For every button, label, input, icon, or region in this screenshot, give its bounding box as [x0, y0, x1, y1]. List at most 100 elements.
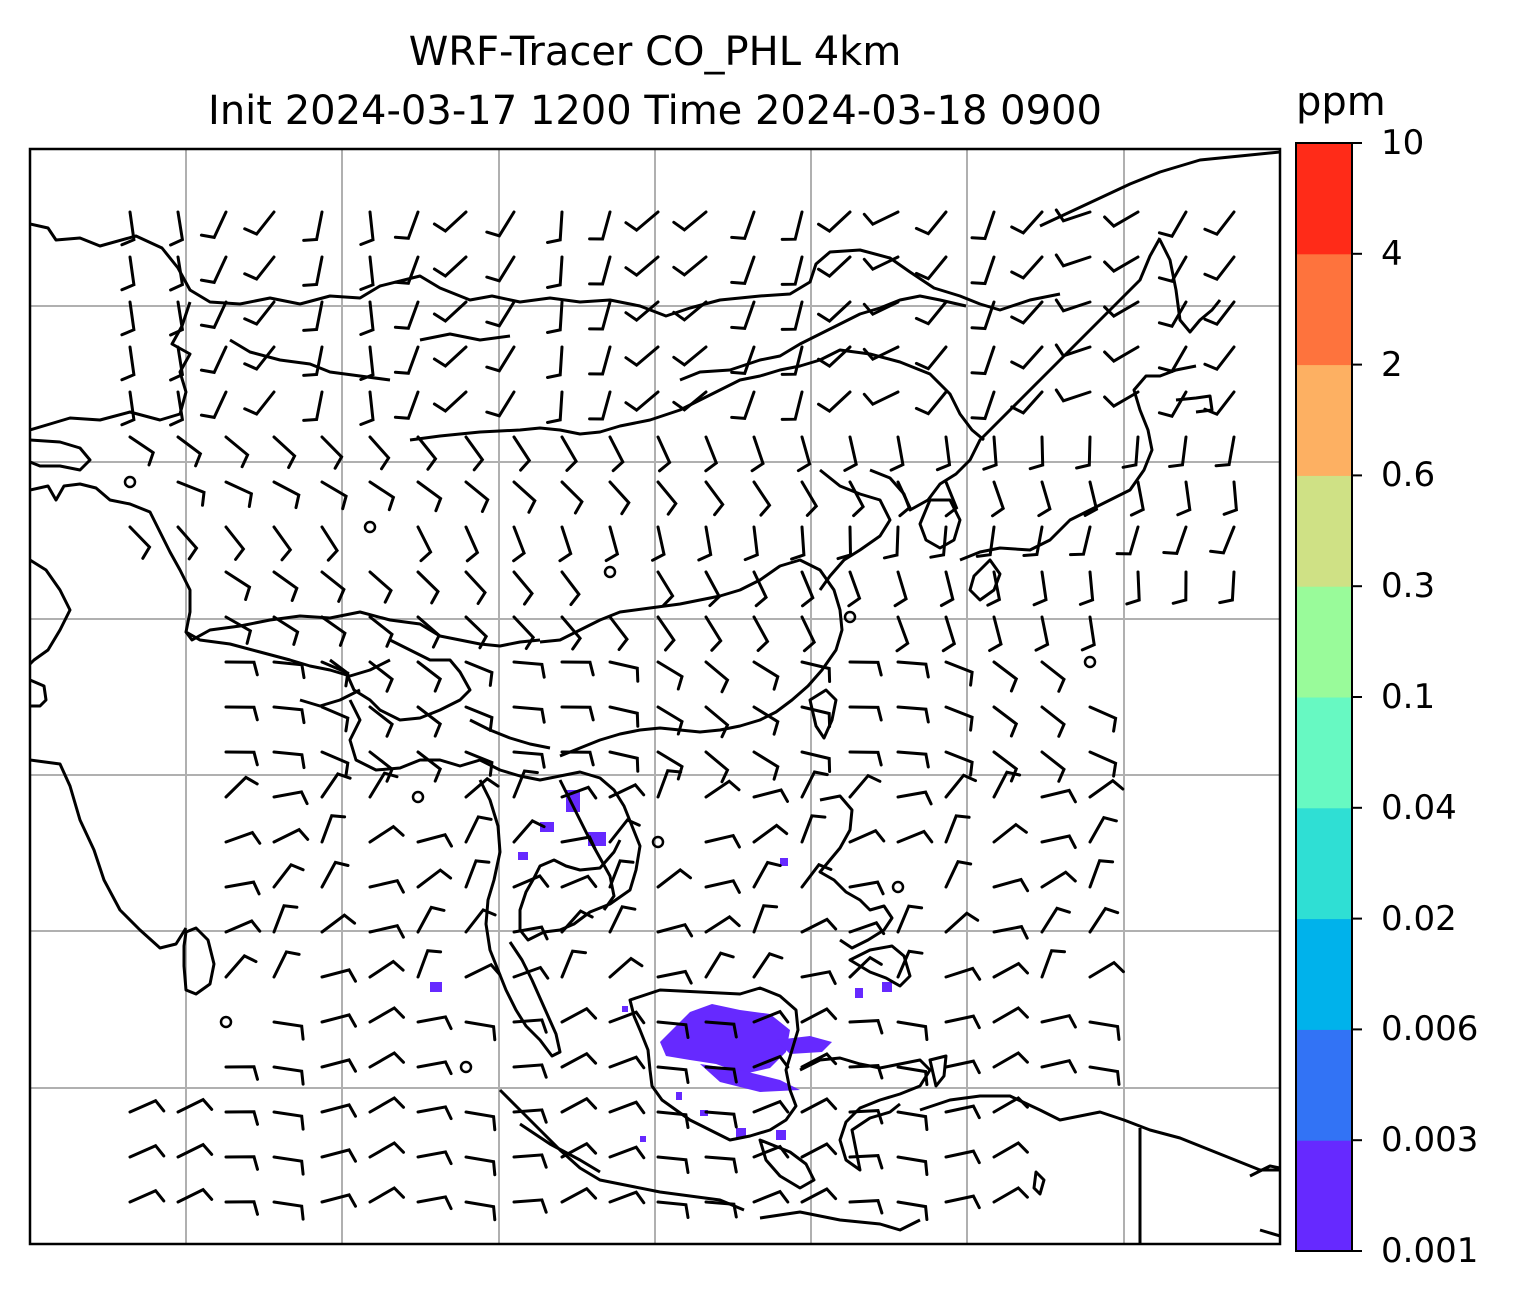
wind-barb	[320, 1013, 357, 1028]
wind-barb	[608, 660, 640, 683]
wind-barb	[800, 1007, 838, 1024]
wind-barb	[656, 480, 678, 516]
wind-barb	[302, 390, 324, 422]
wind-barb	[1103, 390, 1140, 408]
wind-barb	[588, 300, 612, 331]
wind-barb	[992, 1096, 1029, 1114]
wind-barb	[320, 772, 352, 799]
wind-barb	[320, 525, 339, 562]
wind-barb	[464, 1020, 497, 1042]
wind-barb	[848, 773, 882, 799]
wind-barb	[368, 923, 405, 939]
wind-barb	[320, 750, 350, 778]
wind-barb	[656, 615, 676, 652]
wind-barb	[800, 770, 829, 799]
wind-barb	[1103, 345, 1140, 363]
wind-barb	[752, 1099, 790, 1114]
wind-barb	[848, 1109, 884, 1125]
wind-barb	[817, 300, 852, 323]
wind-barb	[944, 773, 977, 799]
wind-barb	[752, 705, 780, 736]
wind-barb	[512, 705, 546, 724]
wind-barb	[944, 860, 973, 889]
wind-barb	[893, 570, 908, 608]
wind-barb	[624, 390, 660, 412]
colorbar-tick-label: 0.1	[1381, 677, 1436, 717]
wind-barb	[416, 525, 433, 563]
wind-barb	[416, 1060, 453, 1076]
wind-barb	[1034, 615, 1050, 652]
wind-barb	[780, 345, 804, 376]
wind-barb	[704, 1065, 738, 1084]
wind-barb	[512, 1198, 548, 1214]
wind-barb	[1115, 525, 1140, 556]
wind-barb	[848, 480, 865, 518]
wind-barb	[224, 954, 258, 979]
wind-barb	[608, 1100, 646, 1115]
wind-barb	[512, 750, 546, 769]
wind-barb	[416, 660, 443, 693]
wind-barb	[672, 210, 708, 232]
wind-barb	[368, 1051, 405, 1069]
wind-barb	[1080, 615, 1096, 652]
wind-barb	[896, 949, 924, 979]
wind-barb	[1103, 300, 1140, 318]
wind-barb	[1157, 390, 1188, 418]
colorbar-tick-label: 0.6	[1381, 455, 1436, 496]
wind-barb	[243, 210, 276, 236]
wind-barb	[608, 615, 629, 651]
wind-barb	[752, 860, 782, 889]
wind-barb	[393, 255, 420, 285]
wind-barb	[224, 570, 252, 601]
colorbar-tick-label: 2	[1381, 344, 1403, 385]
wind-barb	[704, 951, 735, 979]
wind-barb	[320, 480, 348, 511]
colorbar-band	[1296, 1029, 1352, 1141]
wind-barb	[800, 480, 819, 517]
wind-barb	[1176, 480, 1192, 517]
wind-barb	[512, 1153, 548, 1169]
wind-barb	[656, 1020, 690, 1039]
wind-barb	[1157, 255, 1188, 283]
wind-barb	[560, 660, 595, 677]
wind-barb	[224, 880, 261, 896]
wind-barb	[512, 570, 534, 606]
wind-barb	[939, 570, 955, 607]
wind-barb	[780, 300, 804, 331]
wind-barb	[485, 210, 516, 238]
wind-barb	[1088, 906, 1120, 934]
wind-barb	[120, 210, 136, 247]
wind-barb	[1040, 834, 1077, 849]
wind-barb	[464, 859, 491, 889]
wind-calm-circle	[1083, 655, 1097, 669]
wind-barb	[485, 390, 516, 418]
wind-barb	[656, 435, 672, 473]
wind-barb	[485, 345, 516, 373]
wind-barb	[368, 878, 405, 894]
wind-barb	[988, 615, 1003, 652]
wind-barb	[224, 1200, 259, 1216]
wind-calm-circle	[219, 1015, 233, 1029]
wind-barb	[896, 790, 933, 806]
wind-barb	[704, 705, 730, 739]
wind-barb	[608, 1010, 646, 1025]
wind-barb	[432, 390, 468, 413]
wind-barb	[368, 705, 394, 738]
wind-barb	[608, 956, 644, 979]
wind-barb	[464, 1155, 497, 1177]
wind-barb	[836, 525, 853, 561]
wind-barb	[730, 255, 756, 285]
wind-barb	[848, 921, 886, 936]
wind-barb	[320, 1148, 357, 1163]
wind-barb	[992, 660, 1019, 693]
wind-barb	[1054, 253, 1092, 268]
wind-barb	[432, 300, 468, 323]
wind-barb	[128, 525, 152, 560]
wind-barb	[1203, 345, 1236, 372]
wind-barb	[1040, 1013, 1077, 1029]
wind-barb	[320, 814, 347, 844]
wind-barb	[944, 966, 982, 981]
wind-barb	[697, 525, 713, 562]
wind-barb	[608, 905, 637, 934]
